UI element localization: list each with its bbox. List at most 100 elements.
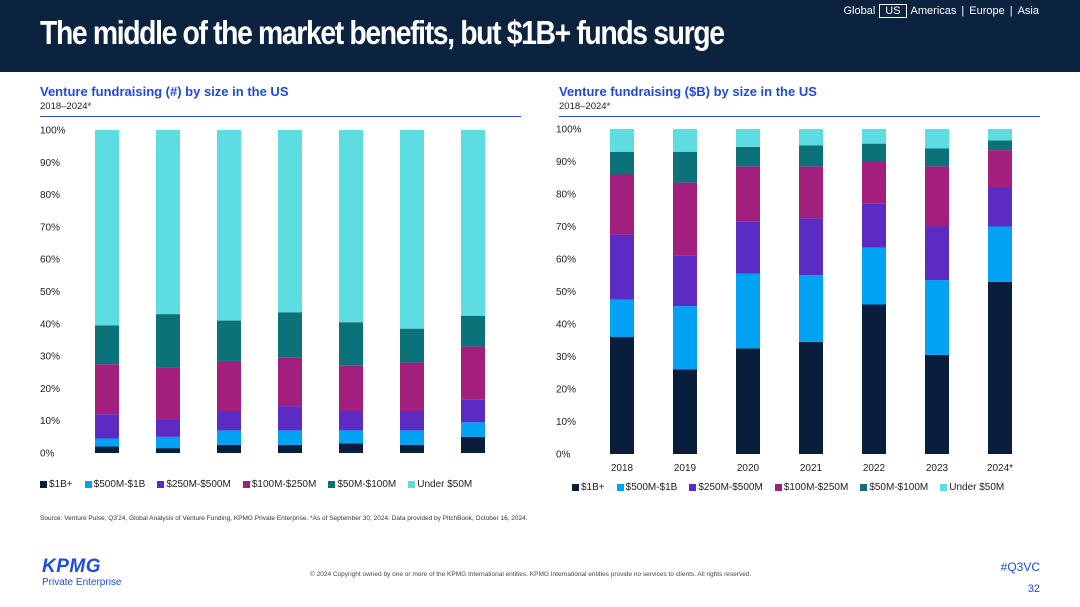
- y-tick-label: 70%: [40, 222, 60, 233]
- bar-segment: [799, 166, 823, 219]
- y-tick-label: 40%: [556, 320, 576, 331]
- legend-item: $1B+: [40, 479, 73, 490]
- bar-segment: [217, 411, 241, 431]
- legend-label: Under $50M: [417, 479, 473, 490]
- hashtag: #Q3VC: [1000, 560, 1040, 574]
- legend-label: $1B+: [581, 482, 605, 493]
- bar-segment: [400, 411, 424, 431]
- bar-segment: [610, 151, 634, 175]
- bar-segment: [988, 140, 1012, 151]
- x-tick-label: 2019: [674, 463, 697, 474]
- chart-left-rule: [40, 116, 521, 117]
- logo-wordmark: KPMG: [42, 556, 101, 577]
- chart-left-legend: $1B+ $500M-$1B $250M-$500M $100M-$250M $50M-…: [40, 479, 472, 490]
- x-tick-label: 2024*: [987, 463, 1013, 474]
- legend-item: Under $50M: [940, 482, 1004, 493]
- legend-swatch: [84, 481, 92, 488]
- bar-segment: [278, 444, 302, 453]
- chart-right-legend: $1B+ $500M-$1B $250M-$500M $100M-$250M $50M-…: [572, 482, 1004, 493]
- chart-left-subtitle: 2018–2024*: [40, 101, 92, 112]
- bar-segment: [610, 174, 634, 235]
- bar-segment: [400, 328, 424, 363]
- bar-segment: [925, 166, 949, 227]
- bar-segment: [278, 430, 302, 445]
- bar-segment: [673, 306, 697, 370]
- bar-segment: [799, 341, 823, 454]
- bar-segment: [799, 129, 823, 146]
- bar-segment: [217, 444, 241, 453]
- legend-item: $250M-$500M: [689, 482, 763, 493]
- legend-item: $500M-$1B: [84, 479, 145, 490]
- y-tick-label: 20%: [40, 384, 60, 395]
- y-tick-label: 10%: [556, 417, 576, 428]
- bar-segment: [862, 247, 886, 305]
- y-tick-label: 50%: [556, 287, 576, 298]
- bar-segment: [610, 234, 634, 300]
- bar-segment: [862, 304, 886, 454]
- bar-segment: [95, 438, 119, 447]
- bar-segment: [278, 130, 302, 313]
- legend-item: $500M-$1B: [616, 482, 677, 493]
- region-asia-link[interactable]: Asia: [1017, 5, 1039, 17]
- x-tick-label: 2018: [611, 463, 634, 474]
- y-tick-label: 60%: [556, 255, 576, 266]
- legend-item: $50M-$100M: [328, 479, 396, 490]
- y-tick-label: 20%: [556, 385, 576, 396]
- bar-segment: [339, 322, 363, 366]
- bar-segment: [862, 161, 886, 204]
- y-tick-label: 0%: [556, 450, 571, 461]
- bar-segment: [799, 145, 823, 167]
- bar-segment: [217, 130, 241, 321]
- bar-segment: [95, 325, 119, 365]
- bar-segment: [339, 130, 363, 323]
- y-tick-label: 70%: [556, 222, 576, 233]
- legend-swatch: [774, 484, 782, 491]
- legend-swatch: [157, 481, 165, 488]
- bar-segment: [278, 406, 302, 431]
- y-tick-label: 10%: [40, 416, 60, 427]
- y-tick-label: 100%: [556, 125, 582, 136]
- bar-segment: [988, 129, 1012, 141]
- legend-swatch: [40, 481, 47, 488]
- legend-item: $50M-$100M: [860, 482, 928, 493]
- region-nav: Global US Americas | Europe | Asia: [842, 4, 1040, 18]
- bar-segment: [156, 367, 180, 420]
- y-tick-label: 60%: [40, 255, 60, 266]
- region-americas-link[interactable]: Americas: [910, 5, 957, 17]
- bar-segment: [156, 314, 180, 368]
- legend-item: $1B+: [572, 482, 605, 493]
- y-tick-label: 90%: [556, 157, 576, 168]
- x-tick-label: 2020: [737, 463, 760, 474]
- kpmg-logo: KPMG Private Enterprise: [42, 557, 121, 588]
- region-us-link[interactable]: US: [879, 4, 907, 18]
- bar-segment: [95, 130, 119, 326]
- y-tick-label: 0%: [40, 449, 55, 460]
- copyright-text: © 2024 Copyright owned by one or more of…: [310, 571, 752, 578]
- bar-segment: [988, 150, 1012, 188]
- bar-segment: [736, 273, 760, 349]
- bar-segment: [461, 346, 485, 400]
- bar-segment: [610, 299, 634, 337]
- y-tick-label: 100%: [40, 126, 66, 137]
- header-bar: The middle of the market benefits, but $…: [0, 0, 1080, 72]
- bar-segment: [610, 337, 634, 454]
- bar-segment: [156, 436, 180, 449]
- bar-segment: [400, 430, 424, 445]
- chart-right-rule: [559, 116, 1040, 117]
- legend-label: $100M-$250M: [783, 482, 849, 493]
- region-europe-link[interactable]: Europe: [969, 5, 1005, 17]
- bar-segment: [673, 151, 697, 183]
- region-global-link[interactable]: Global: [843, 5, 876, 17]
- y-tick-label: 30%: [40, 352, 60, 363]
- legend-label: $250M-$500M: [166, 479, 231, 490]
- legend-label: $100M-$250M: [251, 479, 317, 490]
- bar-segment: [461, 422, 485, 437]
- bar-segment: [925, 354, 949, 454]
- bar-segment: [156, 130, 180, 315]
- legend-swatch: [940, 484, 948, 491]
- chart-left: 0%10%20%30%40%50%60%70%80%90%100%2018201…: [40, 126, 485, 460]
- bar-segment: [461, 399, 485, 423]
- y-tick-label: 40%: [40, 319, 60, 330]
- bar-segment: [736, 348, 760, 454]
- bar-segment: [736, 166, 760, 222]
